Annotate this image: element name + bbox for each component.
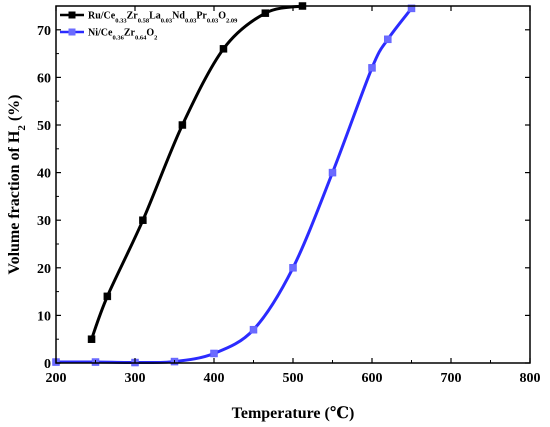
- series-2-point: [407, 4, 416, 13]
- series-1-point: [139, 216, 147, 224]
- legend-label-1: Ru/Ce0.33Zr0.58La0.03Nd0.03Pr0.03O2.09: [88, 11, 238, 25]
- series-2-line: [55, 7, 413, 365]
- y-tick-label: 10: [37, 309, 51, 324]
- legend: Ru/Ce0.33Zr0.58La0.03Nd0.03Pr0.03O2.09 Ni…: [60, 11, 238, 42]
- y-tick-label: 40: [37, 167, 51, 182]
- x-tick-label: 500: [283, 371, 304, 386]
- y-tick-label: 70: [37, 24, 51, 39]
- x-tick-label: 700: [441, 371, 462, 386]
- axes-layer: 200 300 400 500 600 700 800 0 10 20 30 40 50 60 70 Temp…: [6, 5, 541, 422]
- legend-label-2: Ni/Ce0.36Zr0.64O2: [88, 28, 157, 42]
- x-axis-title: Temperature (℃): [232, 405, 355, 422]
- legend-marker-2: [68, 28, 76, 36]
- x-tick-label: 300: [125, 371, 146, 386]
- series-1-point: [103, 292, 112, 301]
- x-tick-label: 400: [204, 371, 225, 386]
- plot-frame: [55, 5, 531, 364]
- series-2-point: [289, 264, 297, 272]
- series-1: [87, 2, 307, 343]
- y-tick-label: 30: [37, 214, 51, 229]
- x-tick-label: 800: [520, 371, 541, 386]
- series-1-point: [261, 9, 270, 17]
- series-layer: [52, 2, 416, 367]
- y-tick-label: 0: [44, 357, 51, 372]
- series-2: [52, 4, 416, 367]
- y-tick-label: 20: [37, 262, 51, 277]
- series-2-point: [249, 325, 258, 334]
- series-1-point: [87, 335, 96, 343]
- y-tick-label: 60: [37, 71, 51, 86]
- series-2-point: [328, 168, 337, 177]
- y-tick-label: 50: [37, 119, 51, 134]
- legend-marker-1: [68, 11, 76, 19]
- x-tick-label: 600: [362, 371, 383, 386]
- series-1-point: [219, 45, 228, 53]
- y-axis-title: Volume fraction of H2 (%): [6, 95, 28, 275]
- series-1-line: [90, 4, 303, 340]
- x-tick-label: 200: [46, 371, 67, 386]
- series-2-point: [210, 349, 218, 358]
- series-2-point: [384, 35, 392, 44]
- series-1-point: [178, 121, 187, 129]
- series-2-point: [368, 64, 376, 72]
